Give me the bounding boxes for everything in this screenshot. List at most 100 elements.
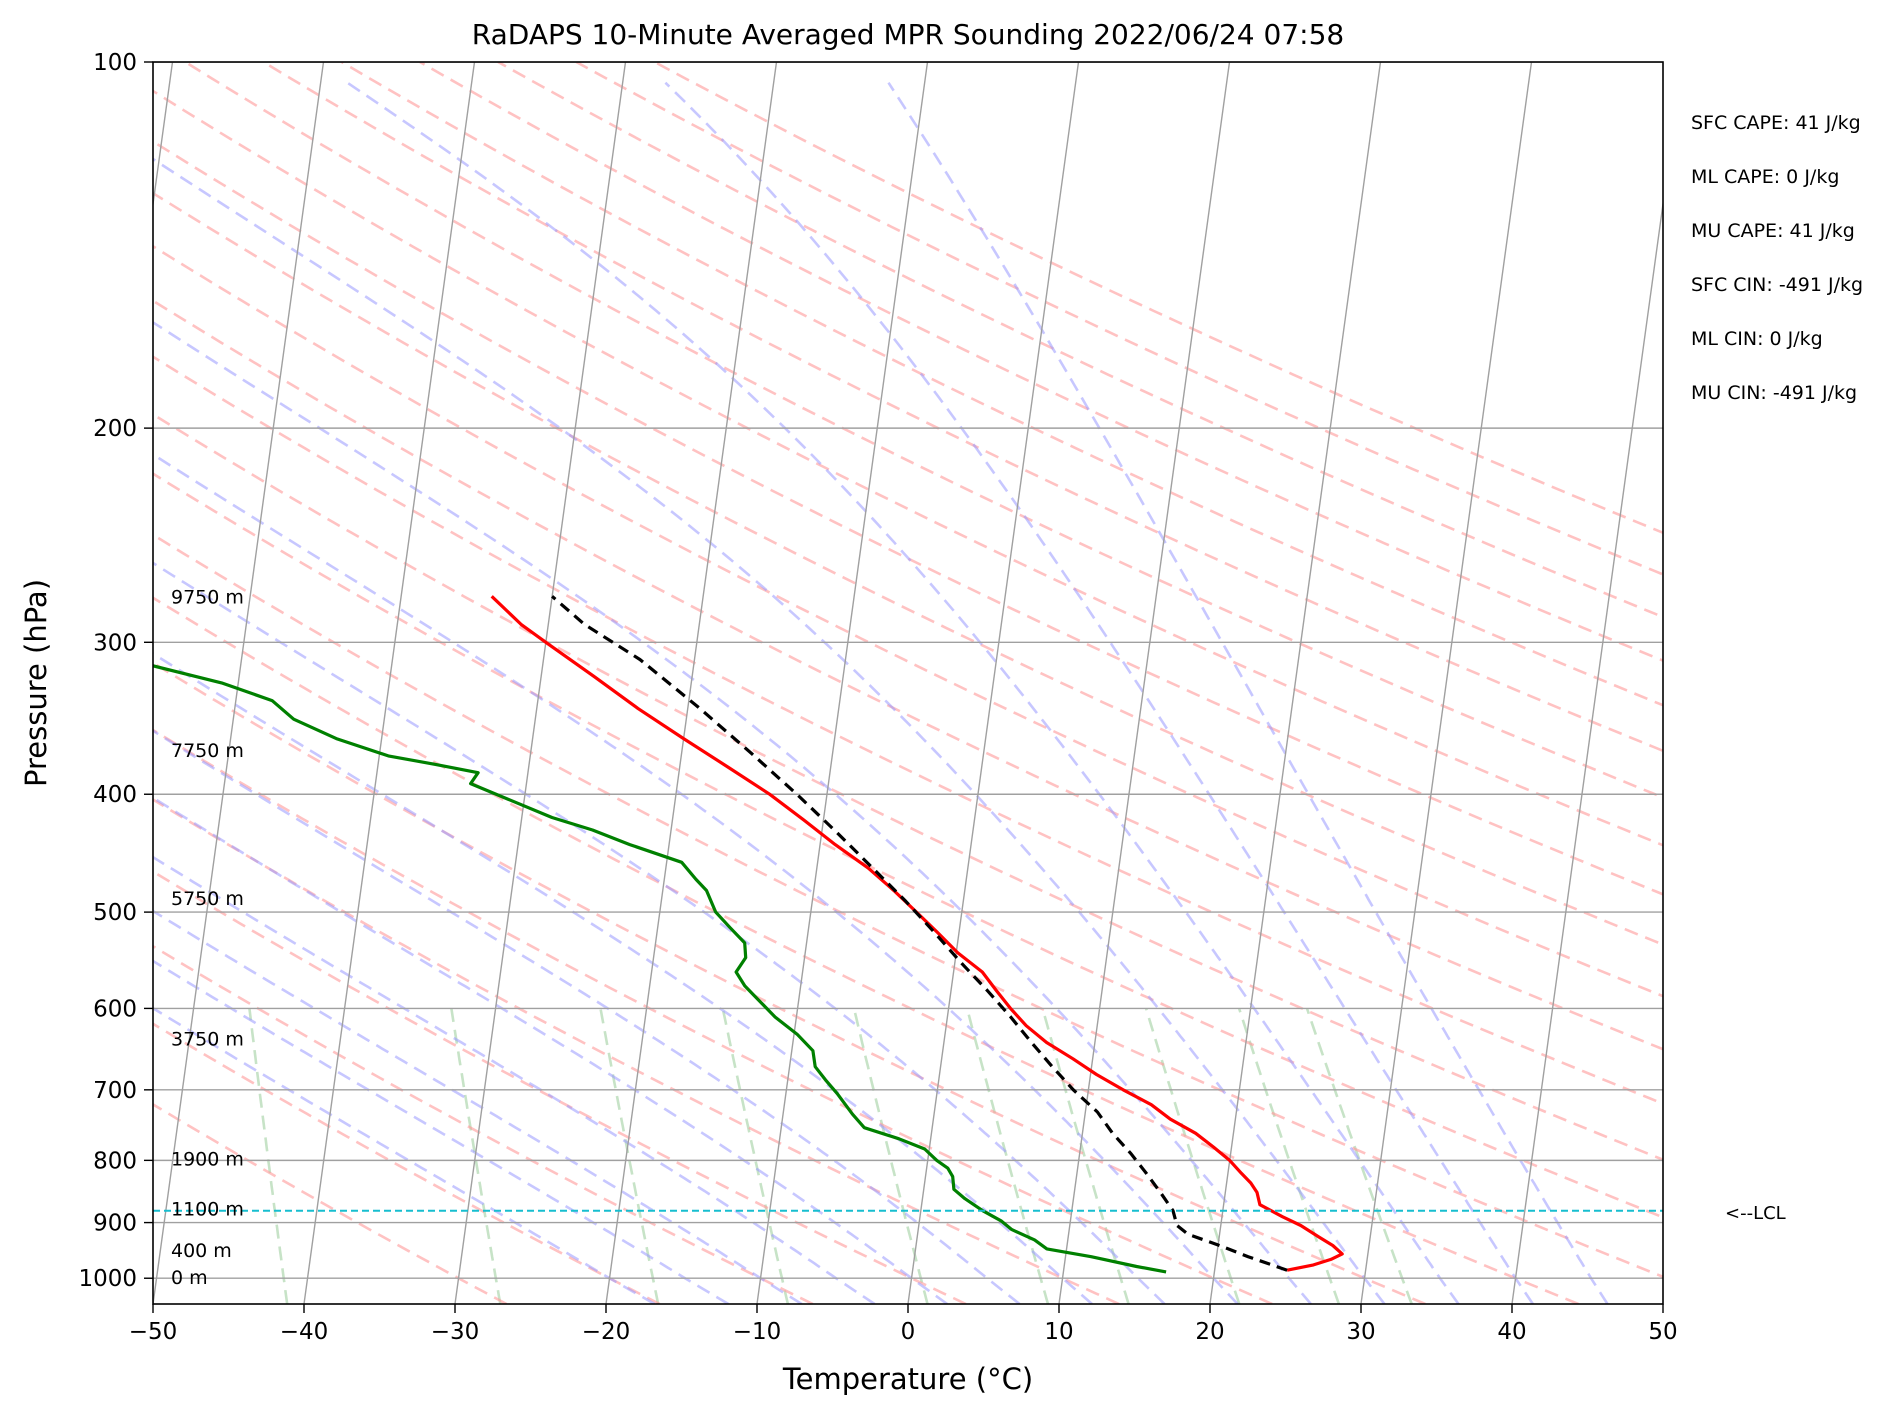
isotherm-line <box>1209 62 1382 1304</box>
dry-adiabat-line <box>153 596 1579 1304</box>
dry-adiabat-line <box>153 139 1663 896</box>
dry-adiabat-line <box>653 62 1663 535</box>
isotherm-line <box>1511 198 1663 1304</box>
y-tick-label: 400 <box>93 782 137 808</box>
x-tick-label: 10 <box>1044 1319 1073 1345</box>
moist-adiabat-line <box>153 561 1166 1304</box>
mixing-ratio-line <box>1305 1007 1413 1304</box>
x-tick-label: −30 <box>431 1319 480 1345</box>
background-lines <box>153 62 1663 1304</box>
x-tick-label: 50 <box>1648 1319 1677 1345</box>
y-tick-label: 800 <box>93 1148 137 1174</box>
mixing-ratio-line <box>965 1008 1050 1304</box>
dewpoint-line <box>153 664 1167 1274</box>
height-labels: 9750 m 7750 m 5750 m 3750 m 1900 m 1100 m 400 … <box>171 586 244 1289</box>
annotation-text: MU CIN: -491 J/kg <box>1691 382 1857 404</box>
mixing-ratio-line <box>1144 1008 1241 1304</box>
dry-adiabat-line <box>153 944 814 1304</box>
plot-frame <box>152 61 1664 1305</box>
dry-adiabat-line <box>419 62 1663 663</box>
height-label: 1900 m <box>171 1148 244 1170</box>
moist-adiabat-line <box>153 1006 656 1304</box>
y-tick-label: 500 <box>93 900 137 926</box>
moist-adiabat-line <box>153 652 1093 1304</box>
height-label: 9750 m <box>171 586 244 608</box>
dry-adiabat-line <box>153 472 1663 1219</box>
mixing-ratio-line <box>721 1008 790 1304</box>
x-tick-label: 40 <box>1497 1319 1526 1345</box>
moist-adiabat-line <box>664 81 1534 1304</box>
x-tick-label: −50 <box>129 1319 178 1345</box>
isotherm-line <box>1058 62 1231 1304</box>
x-tick-label: 0 <box>901 1319 916 1345</box>
annotation-text: SFC CIN: -491 J/kg <box>1691 274 1863 296</box>
height-label: 1100 m <box>171 1198 244 1220</box>
mixing-ratio-line <box>248 1008 289 1304</box>
dry-adiabat-line <box>153 412 1663 1162</box>
data-series <box>153 595 1663 1274</box>
mixing-ratio-line <box>1237 1008 1341 1304</box>
height-label: 3750 m <box>171 1028 244 1050</box>
x-tick-label: −40 <box>280 1319 329 1345</box>
height-label: 7750 m <box>171 740 244 762</box>
dry-adiabat-line <box>575 62 1663 576</box>
dry-adiabat-line <box>153 191 1663 946</box>
parcel-line <box>551 595 1288 1272</box>
x-tick-label: −20 <box>582 1319 631 1345</box>
dry-adiabat-line <box>153 533 1663 1279</box>
y-tick-label: 300 <box>93 630 137 656</box>
annotation-text: MU CAPE: 41 J/kg <box>1691 220 1855 242</box>
y-tick-label: 100 <box>93 50 137 76</box>
height-label: 5750 m <box>171 888 244 910</box>
cape-cin-annotations: SFC CAPE: 41 J/kg ML CAPE: 0 J/kg MU CAPE:… <box>1691 112 1863 404</box>
moist-adiabat-line <box>153 959 730 1304</box>
moist-adiabat-line <box>153 855 876 1304</box>
y-axis-label: Pressure (hPa) <box>19 579 53 787</box>
mixing-ratio-line <box>852 1008 929 1304</box>
dry-adiabat-line <box>153 89 1663 847</box>
dry-adiabat-line <box>153 355 1663 1106</box>
dry-adiabat-line <box>153 728 1273 1304</box>
lcl-label: <--LCL <box>1725 1203 1786 1224</box>
dry-adiabat-line <box>153 1102 508 1304</box>
moist-adiabat-line <box>153 452 1239 1304</box>
moist-adiabat-line <box>346 81 1460 1304</box>
isotherm-line <box>756 62 929 1304</box>
x-tick-label: −10 <box>733 1319 782 1345</box>
chart-title: RaDAPS 10-Minute Averaged MPR Sounding 2… <box>472 18 1344 51</box>
dry-adiabat-line <box>153 661 1426 1304</box>
y-tick-label: 700 <box>93 1078 137 1104</box>
mixing-ratio-line <box>1041 1008 1130 1304</box>
dry-adiabat-line <box>153 870 967 1304</box>
y-tick-label: 1000 <box>78 1266 137 1292</box>
axis-ticks: −50 −40 −30 −20 −10 0 10 20 30 40 50 100 200 300 400 50… <box>78 50 1677 1345</box>
annotation-text: SFC CAPE: 41 J/kg <box>1691 112 1861 134</box>
height-label: 0 m <box>171 1267 208 1289</box>
dry-adiabat-line <box>341 62 1663 707</box>
isotherm-line <box>454 62 627 1304</box>
dry-adiabat-line <box>262 62 1663 753</box>
gridlines <box>153 62 1663 1304</box>
moist-adiabat-line <box>153 796 948 1304</box>
y-tick-label: 200 <box>93 416 137 442</box>
moist-adiabat-line <box>153 157 1386 1304</box>
isotherm-line <box>1360 62 1533 1304</box>
isotherm-line <box>1662 1298 1663 1304</box>
dry-adiabat-line <box>184 62 1663 799</box>
dry-adiabat-line <box>153 299 1663 1051</box>
moist-adiabat-line <box>153 320 1312 1304</box>
height-label: 400 m <box>171 1240 232 1262</box>
isotherm-line <box>153 62 325 1304</box>
temperature-line <box>490 595 1344 1272</box>
x-tick-label: 20 <box>1195 1319 1224 1345</box>
x-tick-label: 30 <box>1346 1319 1375 1345</box>
moist-adiabat-line <box>153 909 803 1304</box>
dry-adiabat-line <box>153 798 1120 1304</box>
isotherm-line <box>303 62 476 1304</box>
annotation-text: ML CIN: 0 J/kg <box>1691 328 1823 350</box>
moist-adiabat-line <box>153 729 1021 1304</box>
moist-adiabat-line <box>887 81 1609 1304</box>
dry-adiabat-line <box>153 244 1663 998</box>
y-tick-label: 900 <box>93 1211 137 1237</box>
